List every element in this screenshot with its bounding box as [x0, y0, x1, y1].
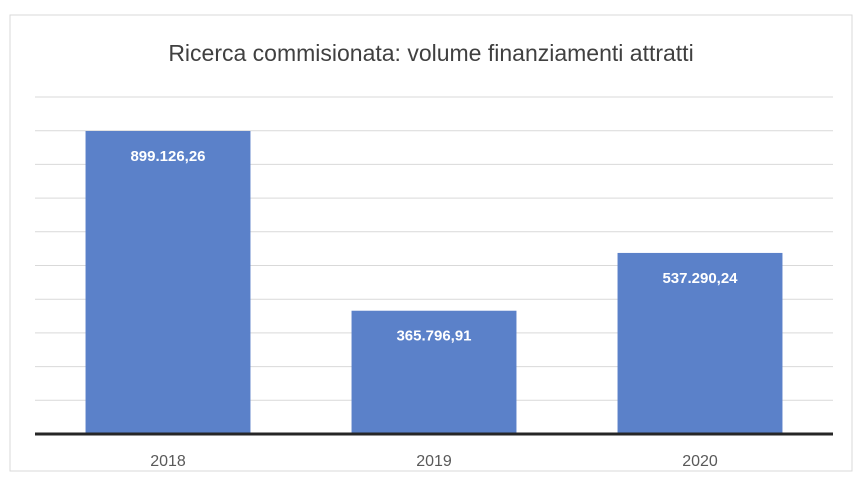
chart-title: Ricerca commisionata: volume finanziamen…: [168, 40, 693, 66]
data-label: 537.290,24: [662, 270, 738, 287]
x-tick-label: 2019: [416, 453, 452, 470]
data-label: 899.126,26: [130, 148, 205, 165]
x-tick-label: 2020: [682, 453, 718, 470]
bar: [351, 310, 517, 434]
bar: [617, 252, 783, 434]
data-label: 365.796,91: [396, 328, 471, 345]
x-tick-label: 2018: [150, 453, 186, 470]
bar: [85, 130, 251, 434]
